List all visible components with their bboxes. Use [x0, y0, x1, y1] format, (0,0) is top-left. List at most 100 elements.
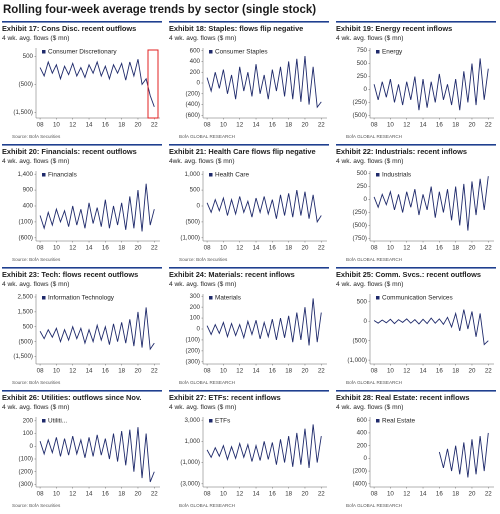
y-tick-label: 3,000 — [185, 417, 201, 424]
y-tick-label: 100 — [190, 315, 201, 322]
y-tick-label: (250) — [353, 99, 367, 106]
x-tick-label: 10 — [53, 245, 60, 252]
source: BofA GLOBAL RESEARCH — [346, 134, 402, 139]
panel-rule — [169, 21, 329, 23]
y-tick-label: (750) — [353, 235, 367, 242]
subtitle: 4 wk. avg. flows ($ mn) — [2, 404, 69, 411]
x-tick-label: 18 — [118, 245, 125, 252]
x-tick-label: 12 — [236, 368, 243, 375]
exhibit-title: Exhibit 26: Utilities: outflows since No… — [2, 393, 141, 402]
subtitle: 4 wk. avg. flows ($ mn) — [2, 281, 69, 288]
x-tick-label: 18 — [118, 368, 125, 375]
panel-rule — [336, 21, 496, 23]
y-tick-label: (500) — [353, 337, 367, 344]
panel-rule — [336, 390, 496, 392]
y-tick-label: (400) — [353, 480, 367, 487]
x-tick-label: 16 — [102, 491, 109, 498]
x-tick-label: 22 — [318, 491, 325, 498]
y-tick-label: 750 — [357, 47, 368, 54]
x-tick-label: 10 — [220, 491, 227, 498]
y-tick-label: (200) — [186, 348, 200, 355]
x-tick-label: 10 — [220, 122, 227, 129]
y-tick-label: 300 — [190, 293, 201, 300]
y-tick-label: 400 — [23, 203, 34, 210]
x-tick-label: 08 — [204, 122, 211, 129]
panel-rule — [2, 21, 162, 23]
y-tick-label: 1,000 — [185, 438, 201, 445]
x-tick-label: 10 — [220, 368, 227, 375]
y-tick-label: (200) — [19, 468, 33, 475]
y-tick-label: 2,500 — [18, 294, 34, 301]
subtitle: 4 wk. avg. flows ($ mn) — [2, 35, 69, 42]
x-tick-label: 10 — [387, 122, 394, 129]
panel-rule — [336, 144, 496, 146]
series-line — [206, 56, 322, 109]
x-tick-label: 16 — [102, 368, 109, 375]
x-tick-label: 08 — [204, 368, 211, 375]
x-tick-label: 12 — [403, 368, 410, 375]
y-tick-label: (100) — [186, 337, 200, 344]
x-tick-label: 18 — [118, 491, 125, 498]
legend-label: Materials — [215, 295, 241, 302]
source: Source: BofA Securities — [179, 257, 228, 262]
y-tick-label: 400 — [190, 58, 201, 65]
legend-label: Consumer Discretionary — [48, 49, 117, 56]
subtitle: 4 wk. avg. flows ($ mn) — [336, 158, 403, 165]
exhibit-title: Exhibit 24: Materials: recent inflows — [169, 270, 295, 279]
x-tick-label: 10 — [53, 491, 60, 498]
y-tick-label: 0 — [364, 196, 368, 203]
exhibit-title: Exhibit 19: Energy recent inflows — [336, 24, 452, 33]
y-tick-label: (600) — [19, 234, 33, 241]
x-tick-label: 12 — [236, 491, 243, 498]
x-tick-label: 18 — [118, 122, 125, 129]
x-tick-label: 16 — [436, 491, 443, 498]
y-tick-label: 500 — [190, 187, 201, 194]
x-tick-label: 20 — [135, 368, 142, 375]
y-tick-label: (600) — [186, 112, 200, 119]
x-tick-label: 16 — [436, 122, 443, 129]
legend-label: Industrials — [382, 172, 411, 179]
x-tick-label: 14 — [253, 245, 260, 252]
y-tick-label: (100) — [19, 219, 33, 226]
source: BofA GLOBAL RESEARCH — [346, 503, 402, 508]
x-tick-label: 20 — [135, 122, 142, 129]
series-line — [39, 307, 155, 351]
x-tick-label: 20 — [135, 491, 142, 498]
legend-swatch — [376, 296, 380, 300]
y-tick-label: (1,500) — [13, 109, 33, 116]
panel-rule — [336, 267, 496, 269]
x-tick-label: 14 — [420, 491, 427, 498]
y-tick-label: 0 — [364, 318, 368, 325]
x-tick-label: 08 — [371, 245, 378, 252]
x-tick-label: 18 — [285, 491, 292, 498]
x-tick-label: 16 — [436, 368, 443, 375]
x-tick-label: 22 — [318, 368, 325, 375]
legend-swatch — [209, 50, 213, 54]
highlight-box — [147, 49, 159, 119]
x-tick-label: 14 — [253, 368, 260, 375]
panel-rule — [2, 390, 162, 392]
legend-label: Health Care — [215, 172, 250, 179]
x-tick-label: 12 — [69, 122, 76, 129]
subtitle: 4 wk. avg. flows ($ mn) — [336, 281, 403, 288]
y-tick-label: 600 — [357, 417, 368, 424]
x-tick-label: 08 — [371, 491, 378, 498]
legend-swatch — [209, 173, 213, 177]
y-tick-label: 0 — [364, 455, 368, 462]
y-tick-label: 100 — [23, 430, 34, 437]
y-tick-label: (400) — [186, 101, 200, 108]
x-tick-label: 14 — [420, 245, 427, 252]
y-tick-label: 200 — [357, 442, 368, 449]
x-tick-label: 22 — [151, 245, 158, 252]
y-tick-label: 1,400 — [18, 171, 34, 178]
legend-swatch — [376, 50, 380, 54]
y-tick-label: (500) — [353, 222, 367, 229]
x-tick-label: 08 — [37, 122, 44, 129]
x-tick-label: 16 — [269, 491, 276, 498]
legend-label: Financials — [48, 172, 77, 179]
x-tick-label: 10 — [53, 122, 60, 129]
legend-label: Energy — [382, 49, 403, 56]
series-line — [39, 427, 155, 483]
x-tick-label: 22 — [485, 491, 492, 498]
y-tick-label: 0 — [197, 80, 201, 87]
